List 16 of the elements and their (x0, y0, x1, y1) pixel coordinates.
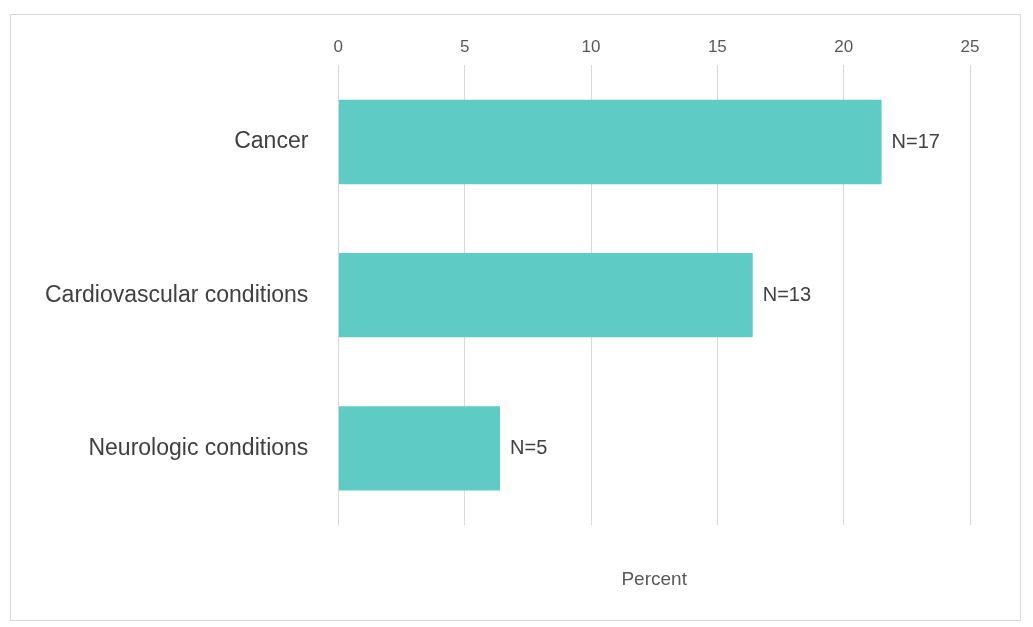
x-tick-label: 20 (834, 36, 854, 56)
y-tick-label: Cancer (234, 127, 309, 154)
x-tick-label: 5 (459, 36, 470, 56)
annotation: N=5 (510, 435, 548, 458)
x-tick-label: 15 (707, 36, 727, 56)
x-axis-title: Percent (621, 568, 688, 590)
bar (338, 253, 753, 338)
x-tick-label: 10 (581, 36, 601, 56)
annotation: N=13 (762, 282, 812, 305)
y-tick-label: Cardiovascular conditions (45, 280, 309, 307)
y-tick-label: Neurologic conditions (88, 433, 309, 460)
x-tick-label: 0 (333, 36, 344, 56)
bar (338, 406, 501, 491)
annotation: N=17 (891, 129, 940, 152)
x-tick-label: 25 (960, 36, 980, 56)
bar (338, 99, 882, 185)
